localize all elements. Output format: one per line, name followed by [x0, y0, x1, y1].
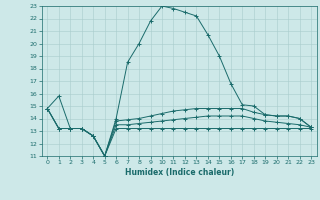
X-axis label: Humidex (Indice chaleur): Humidex (Indice chaleur)	[124, 168, 234, 177]
